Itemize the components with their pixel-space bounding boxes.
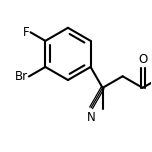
Text: F: F [23,26,30,39]
Text: Br: Br [15,70,28,83]
Text: N: N [87,111,95,124]
Text: O: O [138,53,147,66]
